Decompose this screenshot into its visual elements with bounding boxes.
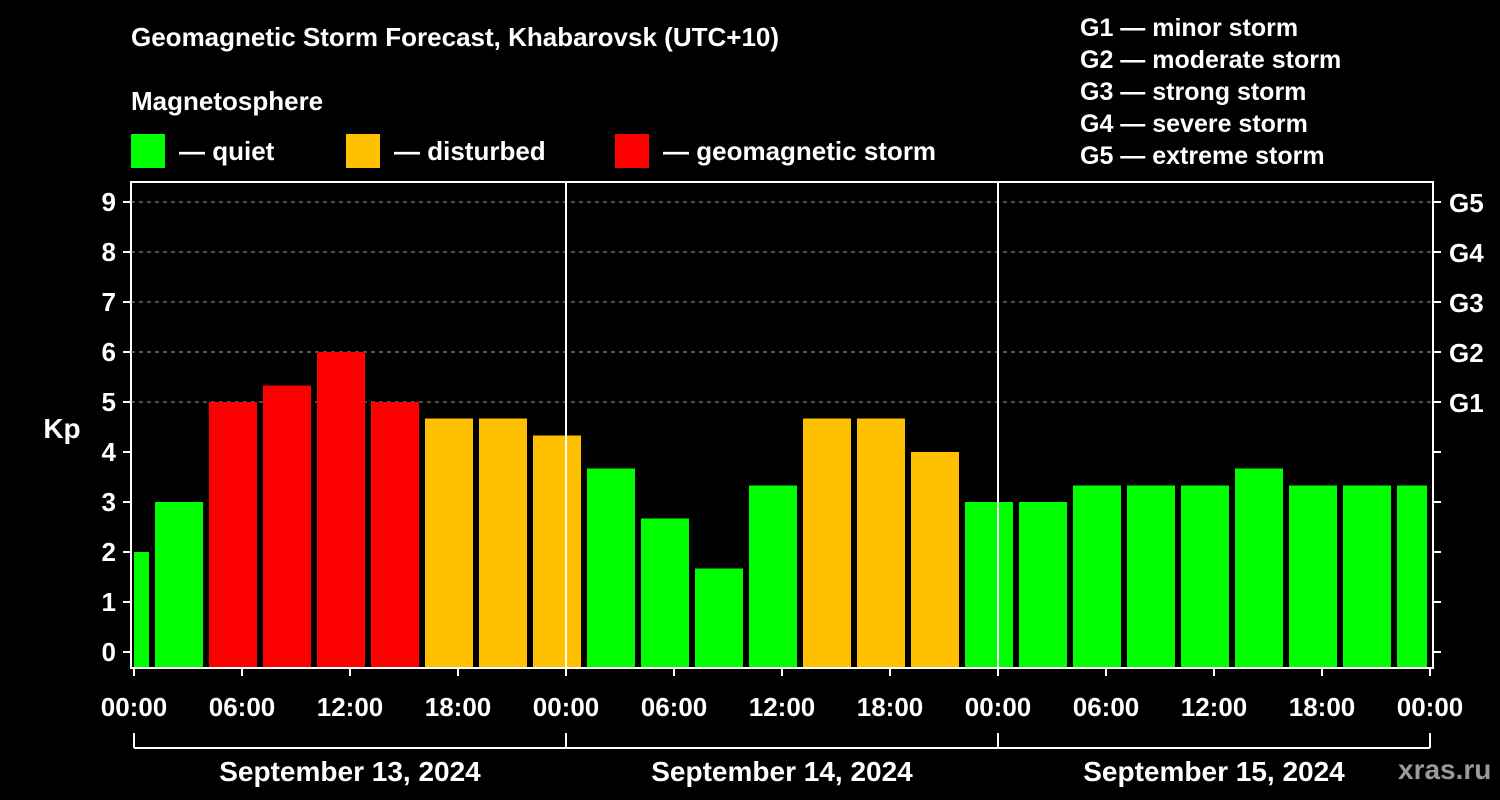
x-tick-label: 06:00 [209,692,276,722]
kp-bar [1127,485,1175,667]
kp-bar [1343,485,1391,667]
x-tick-label: 00:00 [965,692,1032,722]
kp-bar [641,518,689,667]
kp-bar [1235,468,1283,667]
kp-bar [1181,485,1229,667]
kp-bar [317,352,365,667]
day-label: September 14, 2024 [651,756,913,787]
y-tick-label: 0 [102,637,116,667]
kp-bar [1397,485,1427,667]
y-tick-label: 8 [102,237,116,267]
kp-bar [749,485,797,667]
y-tick-label: 5 [102,387,116,417]
kp-bar [134,552,149,667]
kp-bar [695,568,743,667]
magnetosphere-heading: Magnetosphere [131,86,324,116]
kp-bar [803,418,851,667]
y-tick-label: 9 [102,187,116,217]
x-tick-label: 00:00 [101,692,168,722]
legend-label-quiet: — quiet [179,135,275,166]
x-tick-label: 00:00 [533,692,600,722]
legend-label-disturbed: — disturbed [394,135,546,166]
kp-bar [425,418,473,667]
g-level-label: G4 [1449,238,1484,268]
x-tick-label: 12:00 [317,692,384,722]
kp-bar [533,435,581,667]
x-tick-label: 12:00 [749,692,816,722]
g-scale-item-g1: G1 — minor storm [1080,14,1299,42]
kp-bar [1073,485,1121,667]
kp-bar [155,502,203,667]
legend-item-storm: — geomagnetic storm [615,134,936,168]
g-level-label: G1 [1449,388,1484,418]
x-tick-label: 18:00 [425,692,492,722]
kp-bar [965,502,1013,667]
g-level-label: G3 [1449,288,1484,318]
kp-bar [209,402,257,667]
legend-swatch-disturbed [346,134,380,168]
legend-item-disturbed: — disturbed [346,134,546,168]
x-tick-label: 18:00 [1289,692,1356,722]
legend-item-quiet: — quiet [131,134,274,168]
x-tick-label: 00:00 [1397,692,1464,722]
kp-bar [857,418,905,667]
y-tick-label: 7 [102,287,116,317]
x-tick-label: 18:00 [857,692,924,722]
watermark: xras.ru [1398,754,1492,785]
g-level-label: G5 [1449,188,1484,218]
y-tick-label: 2 [102,537,116,567]
g-level-label: G2 [1449,338,1484,368]
y-tick-label: 3 [102,487,116,517]
g-scale-item-g5: G5 — extreme storm [1080,142,1325,170]
g-scale-item-g2: G2 — moderate storm [1080,46,1342,74]
legend-swatch-storm [615,134,649,168]
g-scale-list: G1 — minor storm G2 — moderate storm G3 … [1080,12,1341,172]
day-label: September 13, 2024 [219,756,481,787]
y-tick-label: 6 [102,337,116,367]
kp-bar [1019,502,1067,667]
day-label: September 15, 2024 [1083,756,1345,787]
chart-title: Geomagnetic Storm Forecast, Khabarovsk (… [131,22,780,52]
legend-label-storm: — geomagnetic storm [663,135,937,166]
x-tick-label: 06:00 [641,692,708,722]
kp-bar [371,402,419,667]
kp-bar [1289,485,1337,667]
kp-bar [479,418,527,667]
g-scale-item-g3: G3 — strong storm [1080,78,1307,106]
y-axis-label: Kp [43,413,80,444]
x-tick-label: 12:00 [1181,692,1248,722]
kp-bar [263,385,311,667]
y-tick-label: 4 [102,437,117,467]
kp-bar [911,452,959,667]
legend-swatch-quiet [131,134,165,168]
kp-bar [587,468,635,667]
x-tick-label: 06:00 [1073,692,1140,722]
y-tick-label: 1 [102,587,116,617]
g-scale-item-g4: G4 — severe storm [1080,110,1308,138]
